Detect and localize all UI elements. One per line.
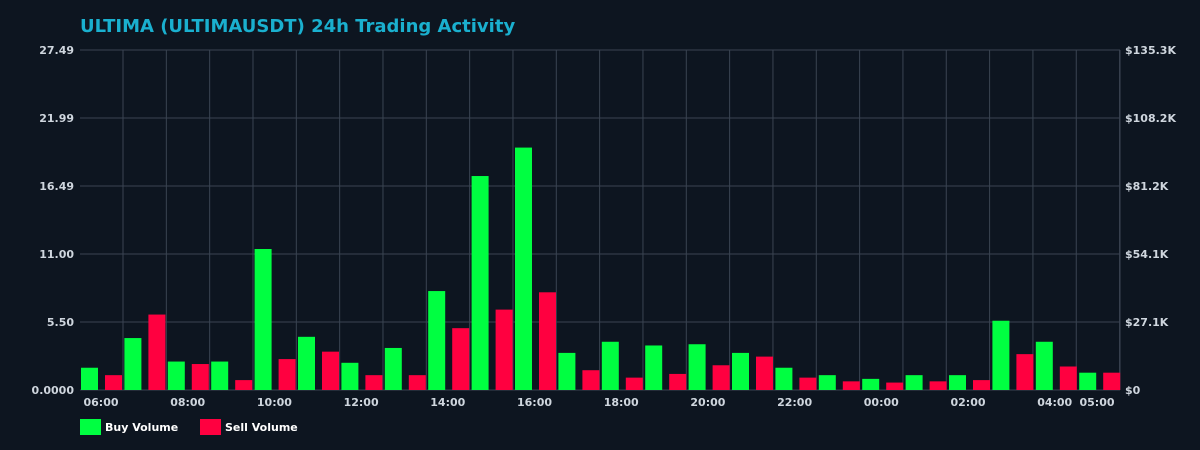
sell-bar bbox=[278, 359, 296, 390]
y-tick-label-left: 11.00 bbox=[39, 248, 74, 261]
chart-title: ULTIMA (ULTIMAUSDT) 24h Trading Activity bbox=[80, 16, 515, 37]
x-tick-label: 04:00 bbox=[1037, 396, 1072, 409]
sell-bar bbox=[582, 370, 600, 390]
x-tick-label: 10:00 bbox=[257, 396, 292, 409]
buy-bar bbox=[1035, 341, 1053, 390]
sell-bar bbox=[191, 364, 209, 390]
sell-bar bbox=[756, 356, 773, 390]
sell-bar bbox=[799, 377, 817, 390]
buy-bar bbox=[1079, 372, 1097, 390]
sell-bar bbox=[929, 381, 947, 390]
x-tick-label: 06:00 bbox=[83, 396, 118, 409]
y-tick-label-left: 21.99 bbox=[39, 112, 74, 125]
sell-bar bbox=[495, 309, 513, 390]
x-tick-label: 02:00 bbox=[950, 396, 985, 409]
y-tick-label-right: $135.3K bbox=[1125, 44, 1176, 57]
x-tick-label: 12:00 bbox=[344, 396, 379, 409]
buy-bar bbox=[645, 345, 663, 390]
legend-swatch-buy bbox=[80, 419, 101, 435]
buy-bar bbox=[167, 361, 185, 390]
y-tick-label-left: 16.49 bbox=[39, 180, 74, 193]
sell-bar bbox=[1016, 354, 1034, 390]
sell-bar bbox=[148, 314, 166, 390]
buy-bar bbox=[211, 361, 229, 390]
y-tick-label-right: $54.1K bbox=[1125, 248, 1169, 261]
buy-bar bbox=[124, 338, 142, 390]
sell-bar bbox=[842, 381, 860, 390]
y-tick-label-left: 5.50 bbox=[47, 316, 74, 329]
sell-bar bbox=[539, 292, 556, 390]
buy-bar bbox=[862, 378, 880, 390]
buy-bar bbox=[341, 362, 359, 390]
y-tick-label-left: 27.49 bbox=[39, 44, 74, 57]
legend: Buy Volume Sell Volume bbox=[80, 419, 298, 435]
buy-bar bbox=[992, 320, 1010, 390]
buy-bar bbox=[905, 375, 923, 390]
y-tick-label-right: $108.2K bbox=[1125, 112, 1176, 125]
x-tick-label: 00:00 bbox=[864, 396, 899, 409]
sell-bar bbox=[973, 380, 990, 390]
legend-swatch-sell bbox=[200, 419, 221, 435]
x-tick-label: 05:00 bbox=[1079, 396, 1114, 409]
sell-bar bbox=[365, 375, 383, 390]
x-tick-label: 20:00 bbox=[690, 396, 725, 409]
sell-bar bbox=[408, 375, 426, 390]
x-tick-label: 22:00 bbox=[777, 396, 812, 409]
sell-bar bbox=[452, 328, 470, 390]
buy-bar bbox=[515, 147, 532, 390]
buy-bar bbox=[949, 375, 966, 390]
buy-bar bbox=[732, 352, 749, 390]
x-tick-label: 18:00 bbox=[604, 396, 639, 409]
axis-layer: 0.0000 $0 5.50 $27.1K 11.00 $54.1K 16.49 $81.2K… bbox=[32, 44, 1177, 409]
buy-bar bbox=[428, 291, 446, 390]
x-tick-label: 16:00 bbox=[517, 396, 552, 409]
grid-layer bbox=[80, 49, 1121, 391]
y-tick-label-right: $27.1K bbox=[1125, 316, 1169, 329]
sell-bar bbox=[886, 382, 904, 390]
buy-bar bbox=[688, 344, 706, 390]
buy-bar bbox=[775, 367, 793, 390]
sell-bar bbox=[1103, 372, 1121, 390]
sell-bar bbox=[235, 380, 253, 390]
buy-bar bbox=[298, 336, 315, 390]
sell-bar bbox=[625, 377, 643, 390]
buy-bar bbox=[254, 249, 272, 390]
sell-bar bbox=[1059, 366, 1077, 390]
sell-bar bbox=[669, 373, 687, 390]
buy-bar bbox=[471, 176, 489, 390]
buy-bar bbox=[601, 341, 619, 390]
sell-bar bbox=[712, 365, 730, 390]
legend-label-sell: Sell Volume bbox=[225, 421, 298, 434]
sell-bar bbox=[322, 351, 339, 390]
buy-bar bbox=[818, 375, 836, 390]
buy-bar bbox=[558, 352, 576, 390]
legend-label-buy: Buy Volume bbox=[105, 421, 178, 434]
y-tick-label-left: 0.0000 bbox=[32, 384, 75, 397]
bars-layer bbox=[81, 147, 1121, 390]
buy-bar bbox=[384, 347, 402, 390]
x-tick-label: 14:00 bbox=[430, 396, 465, 409]
y-tick-label-right: $81.2K bbox=[1125, 180, 1169, 193]
buy-bar bbox=[81, 367, 98, 390]
y-tick-label-right: $0 bbox=[1125, 384, 1141, 397]
sell-bar bbox=[105, 375, 122, 390]
x-tick-label: 08:00 bbox=[170, 396, 205, 409]
